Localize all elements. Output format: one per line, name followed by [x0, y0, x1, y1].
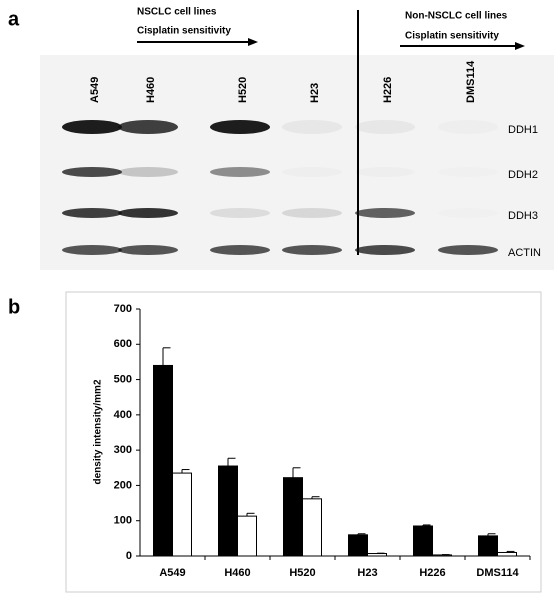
blot: A549 H460 H520 H23 H226 DMS114 DDH1 DDH2 DDH3 ACT…: [62, 60, 541, 259]
lane-label: A549: [89, 77, 101, 103]
y-tick-label: 500: [114, 373, 132, 385]
x-tick-label: DMS114: [476, 567, 519, 579]
arrow-head: [248, 38, 258, 46]
group-title: NSCLC cell lines: [137, 7, 217, 18]
bar: [153, 364, 173, 557]
blot-background: [40, 55, 554, 270]
y-tick-label: 600: [114, 338, 132, 350]
bar: [348, 534, 368, 557]
y-tick-label: 300: [114, 444, 132, 456]
band: [62, 245, 122, 255]
band: [210, 120, 270, 134]
chart-frame: [65, 291, 542, 593]
band: [438, 208, 498, 218]
x-tick-label: H460: [224, 567, 250, 579]
lane-label: H226: [382, 77, 394, 103]
bar: [432, 554, 452, 557]
bar: [302, 498, 322, 557]
band: [282, 167, 342, 177]
band: [210, 245, 270, 255]
group-subtitle: Cisplatin sensitivity: [137, 26, 231, 37]
band: [118, 167, 178, 177]
bar: [218, 465, 238, 557]
row-label: DDH1: [508, 124, 538, 136]
bar: [497, 551, 517, 557]
bar: [413, 525, 433, 557]
row-label: ACTIN: [508, 247, 541, 259]
lane-label: H460: [145, 77, 157, 103]
band: [210, 208, 270, 218]
band: [355, 208, 415, 218]
group-subtitle: Cisplatin sensitivity: [405, 31, 499, 42]
bar: [237, 515, 257, 557]
band: [438, 120, 498, 134]
chart: 0 100 200 300 400 500 600 700 A549 H460 H520 H23 H22…: [114, 303, 531, 579]
band: [438, 167, 498, 177]
y-tick-label: 700: [114, 303, 132, 315]
band: [282, 245, 342, 255]
band: [210, 167, 270, 177]
band: [355, 167, 415, 177]
y-axis-label: density intensity/mm2: [93, 379, 104, 484]
group-title: Non-NSCLC cell lines: [405, 11, 508, 22]
y-tick-label: 200: [114, 479, 132, 491]
band: [355, 120, 415, 134]
y-tick-label: 100: [114, 515, 132, 527]
bar: [172, 472, 192, 557]
bar: [367, 553, 387, 557]
x-tick-label: A549: [159, 567, 185, 579]
bar: [478, 535, 498, 557]
band: [62, 208, 122, 218]
band: [62, 120, 122, 134]
band: [118, 208, 178, 218]
panel-label: b: [8, 296, 20, 318]
lane-label: DMS114: [465, 60, 477, 103]
band: [355, 245, 415, 255]
row-label: DDH2: [508, 169, 538, 181]
lane-label: H23: [309, 83, 321, 103]
y-tick-label: 400: [114, 409, 132, 421]
x-tick-label: H23: [357, 567, 377, 579]
row-label: DDH3: [508, 210, 538, 222]
arrow-head: [515, 42, 525, 50]
x-tick-label: H520: [289, 567, 315, 579]
band: [118, 120, 178, 134]
y-tick-label: 0: [126, 550, 132, 562]
band: [62, 167, 122, 177]
panel-label: a: [8, 8, 20, 30]
band: [282, 120, 342, 134]
band: [282, 208, 342, 218]
band: [438, 245, 498, 255]
bar: [283, 477, 303, 557]
x-tick-label: H226: [419, 567, 445, 579]
band: [118, 245, 178, 255]
lane-label: H520: [237, 77, 249, 103]
